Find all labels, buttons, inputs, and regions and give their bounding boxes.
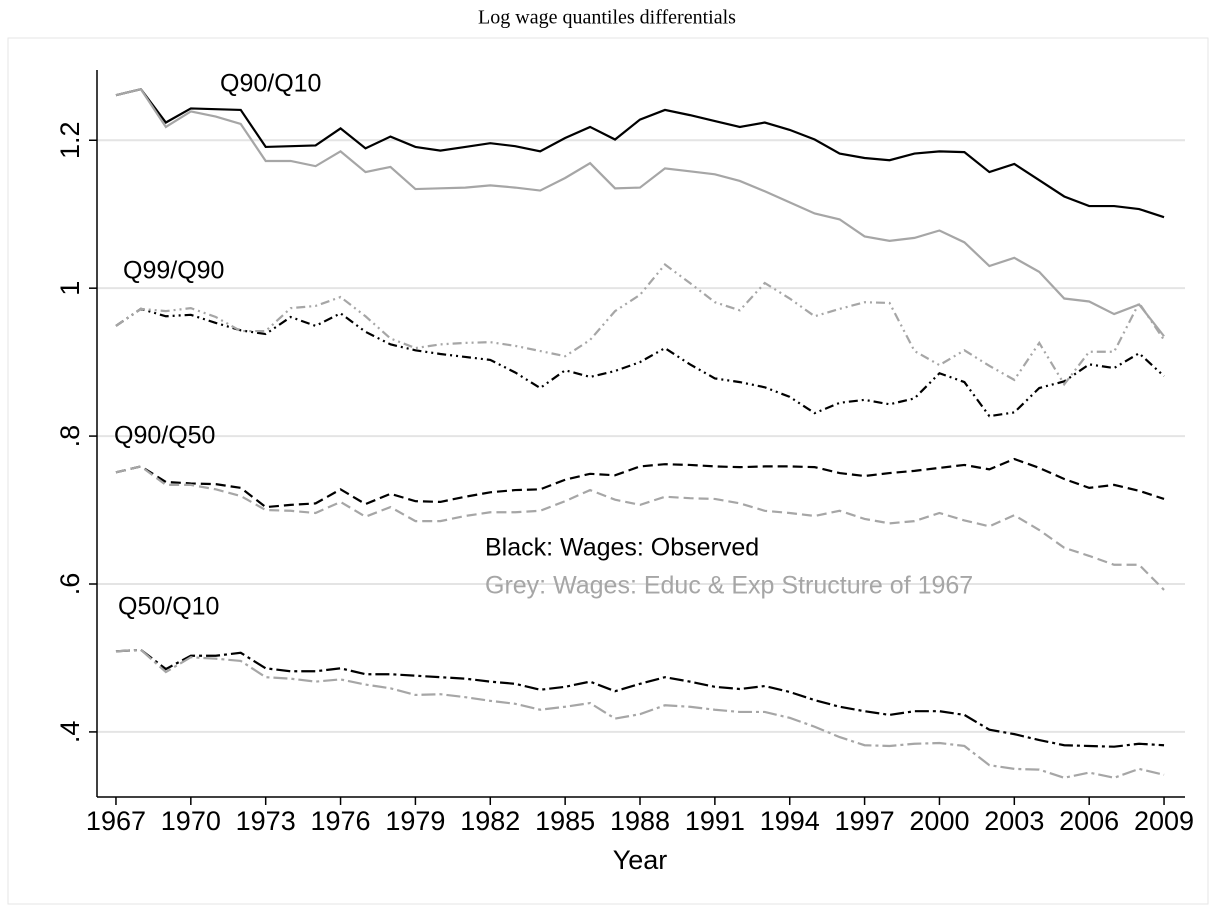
x-tick-label: 2009 bbox=[1134, 806, 1194, 836]
x-tick-label: 1967 bbox=[86, 806, 146, 836]
data-line bbox=[115, 307, 1165, 418]
y-tick-label: .4 bbox=[55, 721, 85, 744]
data-line bbox=[115, 648, 1165, 748]
x-tick-label: 1997 bbox=[835, 806, 895, 836]
x-tick-label: 1982 bbox=[460, 806, 520, 836]
x-tick-label: 1973 bbox=[236, 806, 296, 836]
series-label: Q90/Q10 bbox=[220, 70, 321, 98]
data-line bbox=[115, 648, 1165, 779]
series-label: Q90/Q50 bbox=[114, 422, 215, 450]
x-tick-label: 1991 bbox=[685, 806, 745, 836]
x-tick-label: 2000 bbox=[909, 806, 969, 836]
x-axis-label: Year bbox=[613, 845, 668, 875]
x-tick-label: 1979 bbox=[385, 806, 445, 836]
x-tick-label: 1988 bbox=[610, 806, 670, 836]
x-tick-label: 1985 bbox=[535, 806, 595, 836]
x-tick-label: 1994 bbox=[760, 806, 820, 836]
data-line bbox=[115, 263, 1165, 387]
x-tick-label: 1970 bbox=[161, 806, 221, 836]
data-line bbox=[115, 87, 1165, 337]
plot-frame bbox=[7, 37, 1209, 905]
series-label: Q99/Q90 bbox=[123, 257, 224, 285]
legend-note: Black: Wages: Observed bbox=[485, 534, 759, 562]
data-line bbox=[115, 465, 1165, 591]
y-tick-label: .8 bbox=[55, 425, 85, 448]
chart-title: Log wage quantiles differentials bbox=[478, 7, 736, 29]
x-tick-label: 2006 bbox=[1059, 806, 1119, 836]
legend-note: Grey: Wages: Educ & Exp Structure of 196… bbox=[485, 572, 973, 600]
series-label: Q50/Q10 bbox=[118, 593, 219, 621]
y-tick-label: 1 bbox=[55, 281, 85, 296]
y-tick-label: 1.2 bbox=[55, 121, 85, 159]
x-tick-label: 1976 bbox=[311, 806, 371, 836]
data-line bbox=[115, 457, 1165, 509]
x-tick-label: 2003 bbox=[984, 806, 1044, 836]
y-tick-label: .6 bbox=[55, 573, 85, 596]
data-line bbox=[115, 87, 1165, 219]
